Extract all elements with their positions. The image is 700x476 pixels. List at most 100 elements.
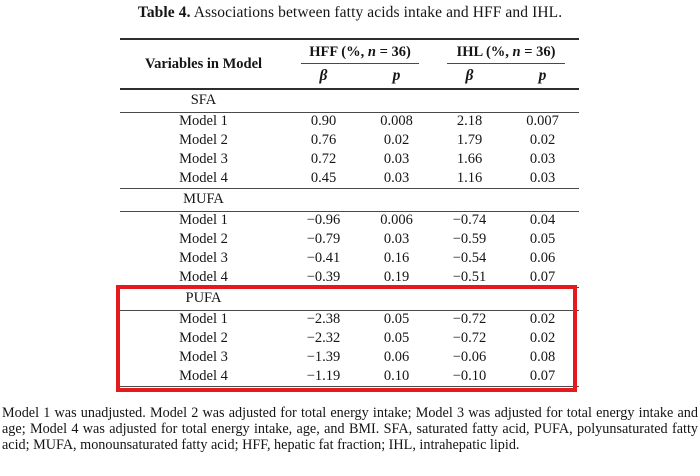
column-header-beta-hff: β: [319, 67, 328, 84]
cell-ihl-beta: −0.74: [452, 212, 487, 229]
table-header: Variables in Model HFF (%, n = 36) IHL (…: [120, 39, 580, 89]
cell-hff-beta: −1.39: [306, 349, 341, 365]
results-table: Variables in Model HFF (%, n = 36) IHL (…: [120, 38, 580, 387]
cell-hff-beta: −0.39: [306, 268, 341, 285]
model-label: Model 3: [179, 349, 228, 365]
cell-ihl-p: 0.08: [529, 349, 556, 365]
column-header-variables: Variables in Model: [144, 55, 263, 72]
column-group-hff: HFF (%, n = 36): [287, 39, 433, 64]
cell-hff-beta: −0.79: [306, 231, 341, 247]
cell-hff-p: 0.19: [383, 268, 410, 285]
cell-hff-beta: −2.32: [306, 330, 341, 346]
cell-ihl-p: 0.02: [529, 330, 556, 346]
table-row: Model 1 −2.38 0.05 −0.72 0.02: [120, 310, 579, 329]
table-row: Model 3 0.72 0.03 1.66 0.03: [120, 150, 579, 169]
cell-ihl-p: 0.07: [529, 367, 556, 384]
table-caption-text: Associations between fatty acids intake …: [190, 4, 563, 21]
cell-hff-p: 0.16: [383, 250, 410, 266]
section-label-spacer: [287, 188, 579, 211]
table-row: Model 2 0.76 0.02 1.79 0.02: [120, 131, 579, 150]
cell-ihl-p: 0.03: [529, 151, 556, 167]
column-header-beta-ihl: β: [465, 67, 474, 84]
cell-hff-beta: −0.96: [306, 212, 341, 229]
table-caption-label: Table 4.: [137, 4, 191, 21]
cell-ihl-p: 0.02: [529, 311, 556, 328]
model-label: Model 2: [179, 132, 228, 148]
cell-hff-p: 0.03: [383, 169, 410, 186]
model-label: Model 1: [179, 212, 228, 229]
cell-hff-beta: 0.90: [310, 113, 337, 130]
cell-ihl-p: 0.04: [529, 212, 556, 229]
table-row: Model 2 −0.79 0.03 −0.59 0.05: [120, 230, 579, 249]
cell-hff-p: 0.05: [383, 311, 410, 328]
model-label: Model 3: [179, 151, 228, 167]
cell-ihl-p: 0.07: [529, 268, 556, 285]
cell-ihl-p: 0.02: [529, 132, 556, 148]
cell-ihl-beta: 1.79: [456, 132, 483, 148]
table-row: Model 1 −0.96 0.006 −0.74 0.04: [120, 211, 579, 230]
group-hff-n: n: [367, 44, 376, 60]
table-row: Model 4 −0.39 0.19 −0.51 0.07: [120, 268, 579, 287]
cell-ihl-beta: 1.66: [456, 151, 483, 167]
section-label-row: MUFA: [120, 188, 580, 211]
cell-hff-beta: −1.19: [306, 367, 341, 384]
section-label-spacer: [287, 89, 579, 112]
section-label: PUFA: [185, 290, 222, 306]
table-row: Model 3 −1.39 0.06 −0.06 0.08: [120, 348, 579, 367]
cell-ihl-beta: −0.72: [452, 311, 487, 328]
table-section: PUFA Model 1 −2.38 0.05 −0.72 0.02 Model…: [120, 287, 580, 386]
group-ihl-prefix: IHL (%,: [456, 44, 513, 60]
cell-ihl-beta: 1.16: [456, 169, 483, 186]
cell-ihl-beta: −0.54: [452, 250, 487, 266]
cell-ihl-beta: −0.72: [452, 330, 487, 346]
model-label: Model 2: [179, 330, 228, 346]
column-header-p-ihl: p: [538, 67, 547, 84]
table-caption: Table 4. Associations between fatty acid…: [0, 4, 700, 22]
model-label: Model 4: [179, 367, 228, 384]
column-group-ihl-label: IHL (%, n = 36): [447, 40, 566, 64]
cell-ihl-beta: −0.06: [452, 349, 487, 365]
section-label-row: SFA: [120, 89, 580, 112]
group-hff-prefix: HFF (%,: [309, 44, 368, 60]
section-label-spacer: [287, 287, 579, 310]
cell-hff-p: 0.06: [383, 349, 410, 365]
subheader-row: β p β p: [120, 64, 579, 89]
cell-hff-p: 0.006: [380, 212, 413, 229]
group-hff-suffix: = 36): [375, 44, 411, 60]
table-section: MUFA Model 1 −0.96 0.006 −0.74 0.04 Mode…: [120, 188, 580, 287]
cell-hff-p: 0.10: [383, 367, 410, 384]
cell-hff-p: 0.03: [383, 231, 410, 247]
section-label: SFA: [190, 92, 217, 109]
model-label: Model 2: [179, 231, 228, 247]
cell-hff-p: 0.05: [383, 330, 410, 346]
cell-ihl-p: 0.06: [529, 250, 556, 266]
group-ihl-n: n: [512, 44, 521, 60]
cell-hff-beta: 0.72: [310, 151, 337, 167]
cell-hff-beta: −2.38: [306, 311, 341, 328]
table-row: Model 4 0.45 0.03 1.16 0.03: [120, 169, 579, 188]
cell-hff-p: 0.03: [383, 151, 410, 167]
model-label: Model 4: [179, 268, 228, 285]
cell-hff-beta: −0.41: [306, 250, 341, 266]
column-group-hff-label: HFF (%, n = 36): [301, 40, 419, 64]
section-label: MUFA: [183, 191, 224, 207]
group-header-row: Variables in Model HFF (%, n = 36) IHL (…: [120, 39, 579, 72]
table-footnote: Model 1 was unadjusted. Model 2 was adju…: [2, 405, 698, 453]
cell-ihl-p: 0.007: [526, 113, 559, 130]
cell-ihl-beta: −0.59: [452, 231, 487, 247]
model-label: Model 3: [179, 250, 228, 266]
cell-ihl-beta: 2.18: [456, 113, 483, 130]
column-header-p-hff: p: [392, 67, 401, 84]
cell-hff-beta: 0.76: [310, 132, 337, 148]
table-section: SFA Model 1 0.90 0.008 2.18 0.007 Model …: [120, 89, 580, 188]
cell-hff-p: 0.02: [383, 132, 410, 148]
model-label: Model 1: [179, 311, 228, 328]
cell-hff-beta: 0.45: [310, 169, 337, 186]
table-row: Model 2 −2.32 0.05 −0.72 0.02: [120, 329, 579, 348]
section-label-row: PUFA: [120, 287, 580, 310]
cell-ihl-beta: −0.10: [452, 367, 487, 384]
cell-ihl-beta: −0.51: [452, 268, 487, 285]
model-label: Model 1: [179, 113, 228, 130]
cell-ihl-p: 0.03: [529, 169, 556, 186]
